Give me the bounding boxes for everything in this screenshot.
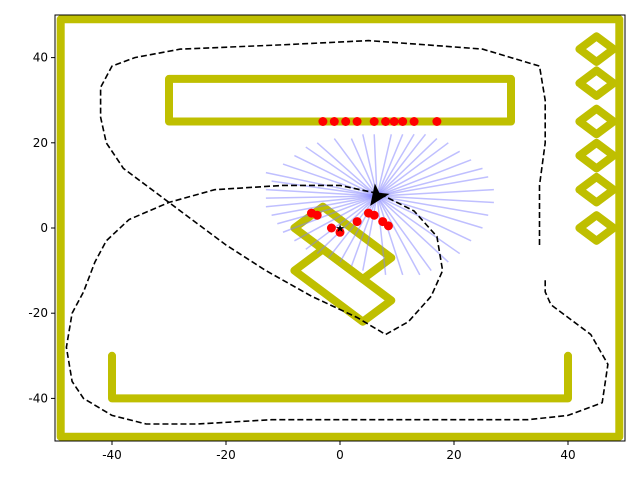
x-tick-label: -40 [102, 448, 122, 462]
sensor-ray [376, 195, 489, 216]
hit-point [329, 117, 339, 126]
x-tick-label: 0 [336, 448, 344, 462]
sensor-ray [316, 195, 378, 255]
hit-point [352, 217, 362, 227]
wall-x-shape-b [290, 245, 396, 326]
hit-point [352, 117, 362, 126]
sensor-ray [350, 138, 378, 197]
sensor-ray [316, 142, 378, 197]
hit-point [312, 210, 322, 220]
hit-point [389, 117, 399, 126]
sensor-ray [376, 142, 449, 197]
sensor-ray [339, 195, 378, 263]
hit-point [381, 117, 391, 126]
ticks-layer: -40 -20 0 20 40 -40 -20 0 20 40 [28, 51, 575, 462]
sensor-ray [350, 195, 378, 267]
x-tick-label: 20 [446, 448, 461, 462]
hit-point [318, 117, 328, 126]
sensor-ray [305, 195, 378, 250]
sensor-ray [376, 133, 415, 197]
wall-outer-border [56, 15, 624, 441]
wall-top-bar [165, 74, 515, 126]
hit-point [409, 117, 419, 126]
start-marker-icon: ★ [335, 222, 345, 235]
sensor-ray [376, 195, 472, 242]
robot-layer: ★ [335, 183, 390, 235]
hit-point [383, 221, 393, 231]
hit-point [326, 223, 336, 233]
sensor-ray [376, 150, 461, 197]
sensor-ray [376, 134, 393, 197]
sensor-ray [373, 134, 378, 197]
hit-point [432, 117, 442, 126]
rays-layer [265, 133, 494, 276]
sensor-ray [294, 195, 378, 242]
sensor-ray [294, 154, 378, 197]
x-tick-label: 40 [560, 448, 575, 462]
y-tick-label: 40 [33, 51, 48, 65]
sensor-ray [377, 188, 494, 197]
sensor-ray [376, 195, 432, 272]
y-tick-label: 20 [33, 136, 48, 150]
sensor-ray [333, 138, 378, 197]
hits-layer [307, 117, 442, 237]
hit-point [369, 117, 379, 126]
sensor-ray [376, 195, 461, 255]
sensor-ray [271, 180, 378, 197]
sensor-ray [265, 171, 378, 197]
path-layer [65, 39, 609, 425]
hit-point [369, 210, 379, 220]
wall-diamond-5 [575, 172, 618, 207]
sensor-ray [376, 176, 489, 197]
sensor-ray [328, 195, 378, 259]
sensor-ray [362, 195, 378, 271]
sensor-ray [282, 195, 378, 233]
robot-arrow-icon [370, 183, 390, 206]
sensor-ray [376, 195, 449, 263]
sensor-ray [376, 195, 421, 276]
sensor-ray [376, 137, 438, 197]
sensor-ray [376, 159, 472, 197]
sensor-ray [282, 163, 378, 197]
wall-diamond-3 [575, 104, 618, 139]
wall-diamond-2 [575, 66, 618, 100]
hit-point [335, 227, 345, 237]
x-tick-label: -20 [216, 448, 236, 462]
sensor-ray [377, 195, 494, 204]
wall-bottom-u [108, 351, 572, 403]
sensor-ray [265, 195, 378, 199]
sensor-ray [265, 195, 378, 208]
y-tick-label: -40 [28, 391, 48, 405]
hit-point [398, 117, 408, 126]
sensor-ray [376, 133, 404, 197]
wall-diamond-4 [575, 138, 618, 173]
sensor-ray [265, 188, 378, 197]
sensor-ray [376, 195, 483, 229]
sensor-ray [376, 195, 387, 275]
sensor-ray [376, 167, 483, 197]
trajectory-path [65, 39, 609, 425]
wall-diamond-6 [575, 211, 618, 245]
wall-diamond-1 [575, 32, 618, 66]
sensor-ray [376, 133, 427, 197]
sensor-ray [376, 195, 404, 276]
sensor-ray [305, 146, 378, 197]
y-tick-label: 0 [40, 221, 48, 235]
sensor-ray [277, 195, 378, 225]
sensor-ray [271, 195, 378, 216]
y-tick-label: -20 [28, 306, 48, 320]
hit-point [341, 117, 351, 126]
